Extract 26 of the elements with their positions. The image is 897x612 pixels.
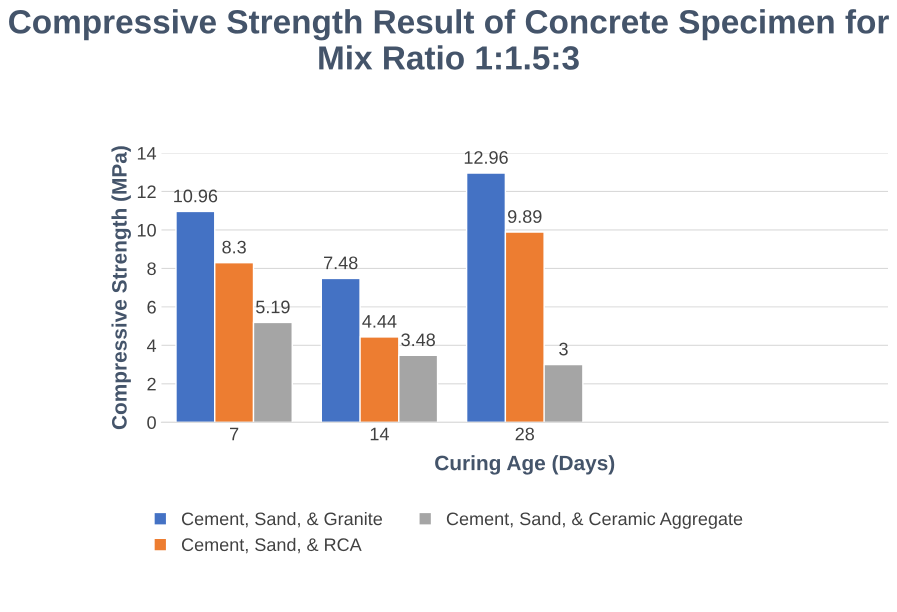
legend-label: Cement, Sand, & Ceramic Aggregate [446,512,742,529]
legend-label: Cement, Sand, & Granite [182,512,382,528]
x-tick-label: 28 [516,428,534,440]
y-tick-label: 14 [138,147,156,160]
data-label: 10.96 [174,190,218,202]
y-tick-label: 12 [138,185,156,198]
y-tick-label: 4 [146,339,156,352]
y-tick-label: 6 [147,300,156,314]
data-label: 3.48 [401,333,435,346]
x-axis-title: Curing Age (Days) [435,455,614,475]
y-tick-label: 0 [147,416,156,429]
chart-title: Compressive Strength Result of Concrete Specimen for Mix Ratio 1:1.5:3 [9,9,889,70]
data-label: 4.44 [362,315,396,328]
data-label: 7.48 [324,256,358,270]
data-label: 9.89 [508,210,542,223]
data-label: 12.96 [464,151,508,164]
data-label: 8.3 [222,240,246,254]
data-label: 3 [559,342,568,356]
y-tick-label: 8 [147,262,156,276]
y-tick-label: 10 [138,224,156,237]
data-label: 5.19 [256,300,290,314]
y-axis-title: Compressive Strength (MPa) [111,146,131,430]
legend-label: Cement, Sand, & RCA [182,538,362,554]
x-tick-label: 7 [230,428,238,440]
x-tick-label: 14 [370,428,389,440]
y-tick-label: 2 [147,378,156,390]
